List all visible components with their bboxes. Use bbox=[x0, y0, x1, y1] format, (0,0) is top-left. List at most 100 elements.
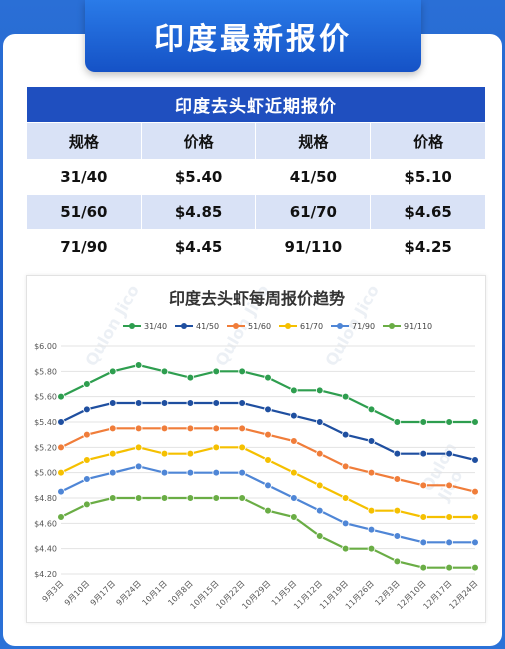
data-point bbox=[160, 399, 169, 407]
table-cell: 91/110 bbox=[255, 229, 372, 265]
data-point bbox=[315, 481, 324, 490]
y-tick-label: $5.00 bbox=[34, 469, 57, 478]
data-point bbox=[83, 430, 91, 439]
data-point bbox=[83, 405, 91, 414]
table-row: 31/40 $5.40 41/50 $5.10 bbox=[26, 159, 486, 195]
data-point bbox=[57, 392, 65, 401]
data-point bbox=[419, 449, 428, 458]
data-point bbox=[393, 506, 402, 515]
data-point bbox=[238, 399, 246, 407]
y-tick-label: $5.60 bbox=[34, 393, 57, 402]
table-cell: $4.25 bbox=[370, 229, 486, 265]
legend-label: 71/90 bbox=[352, 322, 375, 331]
legend-marker bbox=[181, 323, 187, 329]
data-point bbox=[445, 538, 453, 547]
table-cell: 31/40 bbox=[26, 159, 142, 195]
x-tick-label: 9月10日 bbox=[63, 579, 91, 607]
data-point bbox=[471, 563, 479, 572]
data-point bbox=[238, 424, 246, 433]
data-point bbox=[212, 443, 221, 452]
data-point bbox=[108, 424, 117, 433]
y-tick-label: $4.60 bbox=[34, 519, 57, 528]
x-tick-label: 9月3日 bbox=[41, 579, 66, 604]
data-point bbox=[108, 468, 117, 477]
x-tick-label: 12月24日 bbox=[447, 579, 479, 611]
y-tick-label: $4.40 bbox=[34, 545, 57, 554]
trend-chart: Qulon Jico Qulon Jico Qulon Jico Qulon J… bbox=[26, 275, 486, 623]
data-point bbox=[108, 399, 117, 407]
data-point bbox=[367, 405, 376, 414]
data-point bbox=[341, 430, 350, 439]
x-tick-label: 9月24日 bbox=[115, 579, 143, 607]
data-point bbox=[108, 367, 117, 376]
header-spec-1: 规格 bbox=[26, 122, 142, 160]
data-point bbox=[134, 424, 143, 433]
table-cell: 51/60 bbox=[26, 194, 142, 230]
y-tick-label: $4.80 bbox=[34, 494, 57, 503]
series-line bbox=[60, 465, 475, 544]
data-point bbox=[83, 475, 91, 483]
data-point bbox=[341, 462, 350, 471]
data-point bbox=[419, 538, 428, 547]
y-axis: $6.00 $5.80 $5.60 $5.40 $5.20 $5.00 $4.80 $4.60… bbox=[34, 342, 57, 579]
data-point bbox=[212, 367, 221, 376]
data-point bbox=[393, 475, 402, 483]
data-point bbox=[212, 399, 221, 407]
chart-svg: 印度去头虾每周报价趋势 31/40 41/50 51/60 61/70 71/90 91/… bbox=[34, 289, 480, 611]
x-axis: 9月3日9月10日9月17日9月24日10月1日10月8日10月15日10月22… bbox=[41, 579, 480, 611]
legend-marker bbox=[285, 323, 291, 329]
data-point bbox=[290, 437, 298, 445]
legend-marker bbox=[129, 323, 135, 329]
y-tick-label: $6.00 bbox=[34, 342, 57, 351]
data-point bbox=[290, 494, 298, 502]
table-cell: $5.40 bbox=[140, 159, 257, 195]
price-table-caption: 印度去头虾近期报价 bbox=[26, 86, 486, 123]
data-point bbox=[419, 563, 428, 572]
data-point bbox=[445, 418, 453, 426]
data-point bbox=[186, 468, 195, 477]
data-point bbox=[367, 525, 376, 534]
data-point bbox=[290, 386, 298, 395]
table-row: 51/60 $4.85 61/70 $4.65 bbox=[26, 194, 486, 230]
series-line bbox=[60, 363, 475, 424]
data-point bbox=[186, 494, 195, 502]
data-point bbox=[315, 449, 324, 458]
table-cell: 61/70 bbox=[255, 194, 372, 230]
legend-marker bbox=[389, 323, 395, 329]
data-point bbox=[57, 513, 65, 521]
data-point bbox=[264, 481, 272, 490]
header-spec-2: 规格 bbox=[255, 122, 372, 160]
data-point bbox=[445, 481, 453, 490]
data-point bbox=[264, 456, 272, 464]
data-point bbox=[341, 494, 350, 502]
data-point bbox=[393, 557, 402, 566]
legend-marker bbox=[233, 323, 239, 329]
data-point bbox=[445, 449, 453, 458]
data-point bbox=[57, 468, 65, 477]
banner-title: 印度最新报价 bbox=[154, 22, 352, 57]
legend-marker bbox=[337, 323, 343, 329]
data-point bbox=[264, 430, 272, 439]
data-point bbox=[160, 424, 169, 433]
data-point bbox=[160, 468, 169, 477]
data-point bbox=[83, 500, 91, 509]
data-point bbox=[315, 532, 324, 540]
data-point bbox=[186, 424, 195, 433]
chart-series bbox=[57, 361, 479, 572]
data-point bbox=[419, 481, 428, 490]
data-point bbox=[212, 494, 221, 502]
data-point bbox=[57, 443, 65, 452]
data-point bbox=[393, 532, 402, 540]
data-point bbox=[419, 513, 428, 521]
data-point bbox=[264, 373, 272, 382]
data-point bbox=[238, 367, 246, 376]
data-point bbox=[57, 487, 65, 496]
data-point bbox=[393, 418, 402, 426]
price-table: 印度去头虾近期报价 规格 价格 规格 价格 31/40 $5.40 41/50 … bbox=[26, 86, 486, 265]
data-point bbox=[471, 418, 479, 426]
table-row: 71/90 $4.45 91/110 $4.25 bbox=[26, 229, 486, 265]
data-point bbox=[160, 494, 169, 502]
x-tick-label: 10月1日 bbox=[140, 579, 168, 607]
data-point bbox=[83, 380, 91, 388]
data-point bbox=[393, 449, 402, 458]
